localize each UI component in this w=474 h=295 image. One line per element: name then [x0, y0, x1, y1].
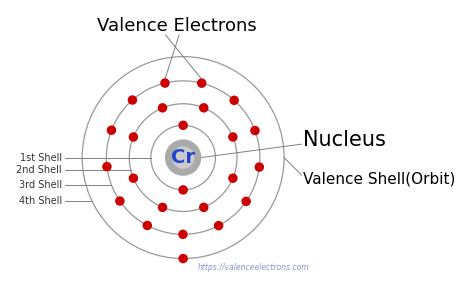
Circle shape — [158, 104, 166, 112]
Circle shape — [229, 174, 237, 182]
Circle shape — [129, 133, 137, 141]
Circle shape — [116, 197, 124, 205]
Circle shape — [179, 121, 187, 129]
Circle shape — [179, 186, 187, 194]
Text: Valence Electrons: Valence Electrons — [97, 17, 256, 35]
Circle shape — [230, 96, 238, 104]
Text: 3rd Shell: 3rd Shell — [19, 180, 62, 189]
Circle shape — [198, 79, 206, 87]
Circle shape — [158, 203, 166, 212]
Text: 2nd Shell: 2nd Shell — [16, 165, 62, 175]
Circle shape — [200, 203, 208, 212]
Circle shape — [173, 147, 194, 168]
Text: Cr: Cr — [171, 148, 195, 167]
Text: 4th Shell: 4th Shell — [19, 196, 62, 206]
Circle shape — [129, 174, 137, 182]
Circle shape — [165, 140, 201, 175]
Circle shape — [255, 163, 264, 171]
Circle shape — [108, 126, 116, 134]
Circle shape — [242, 197, 250, 205]
Circle shape — [179, 255, 187, 263]
Text: Nucleus: Nucleus — [303, 130, 386, 150]
Text: Valence Shell(Orbit): Valence Shell(Orbit) — [303, 172, 456, 187]
Circle shape — [179, 230, 187, 238]
Circle shape — [143, 222, 151, 230]
Circle shape — [128, 96, 137, 104]
Text: https://valenceelectrons.com: https://valenceelectrons.com — [197, 263, 309, 273]
Text: 1st Shell: 1st Shell — [20, 153, 62, 163]
Circle shape — [161, 79, 169, 87]
Circle shape — [251, 127, 259, 135]
Circle shape — [103, 163, 111, 171]
Circle shape — [215, 222, 223, 230]
Circle shape — [229, 133, 237, 141]
Circle shape — [200, 104, 208, 112]
